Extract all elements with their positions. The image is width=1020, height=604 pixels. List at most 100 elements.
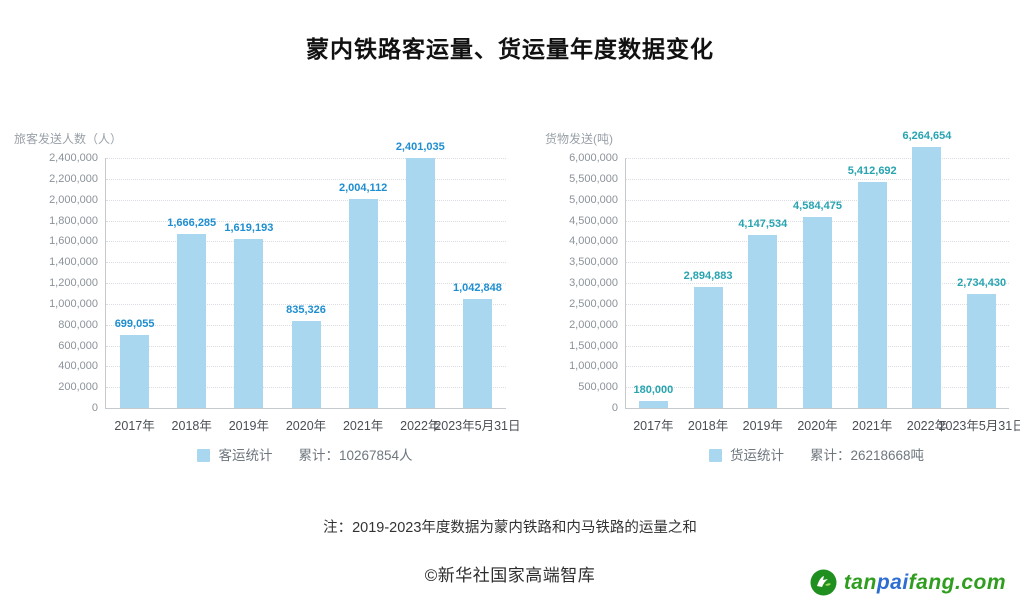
chart-legend: 客运统计 累计：10267854人 xyxy=(105,444,505,464)
y-axis-tick-label: 200,000 xyxy=(58,381,98,394)
bar-2020年 xyxy=(291,321,321,408)
y-axis-tick-label: 800,000 xyxy=(58,318,98,331)
bar-value-label: 699,055 xyxy=(114,318,155,331)
y-axis-unit-label: 货物发送(吨) xyxy=(545,132,613,146)
logo-text-tan: tan xyxy=(843,570,877,594)
gridline xyxy=(626,178,1009,180)
x-axis-category-label: 2023年5月31日 xyxy=(938,419,1020,433)
freight-chart: 货物发送(吨) 0 500,000 1,000,000 1,500,000 2,000,… xyxy=(545,128,1020,473)
bar-2018年 xyxy=(693,287,723,408)
y-axis-tick-label: 1,000,000 xyxy=(49,297,98,310)
y-axis-tick-label: 1,800,000 xyxy=(49,214,98,227)
x-axis-category-label: 2019年 xyxy=(742,419,783,433)
footnote: 注：2019-2023年度数据为蒙内铁路和内马铁路的运量之和 xyxy=(323,520,697,536)
gridline xyxy=(626,158,1009,159)
logo-text-fang: fang.com xyxy=(908,570,1006,594)
chart-legend: 货运统计 累计：26218668吨 xyxy=(625,444,1008,464)
tanpaifang-leaf-icon xyxy=(810,569,837,596)
x-axis-category-label: 2017年 xyxy=(633,419,674,433)
bar-2019年 xyxy=(748,235,778,408)
plot-area: 0 500,000 1,000,000 1,500,000 2,000,000 2,500… xyxy=(569,130,1020,433)
bar-value-label: 4,584,475 xyxy=(793,199,842,212)
y-axis-tick-label: 2,400,000 xyxy=(49,152,98,164)
y-axis-tick-label: 4,500,000 xyxy=(569,214,618,227)
passenger-chart: 旅客发送人数（人） 0 200,000 400,000 600,000 800,000 1… xyxy=(14,128,521,473)
gridline xyxy=(106,199,506,201)
y-axis-unit-label: 旅客发送人数（人） xyxy=(14,132,123,146)
copyright-text: ©新华社国家高端智库 xyxy=(424,566,596,585)
legend-series-label: 客运统计 xyxy=(218,448,273,463)
y-axis-tick-label: 4,000,000 xyxy=(569,235,618,248)
x-axis-category-label: 2021年 xyxy=(852,419,893,433)
bar-2023年5月31日 xyxy=(967,294,997,408)
bar-value-label: 6,264,654 xyxy=(902,129,952,142)
y-axis-tick-label: 2,000,000 xyxy=(49,193,98,206)
x-axis-category-label: 2021年 xyxy=(342,419,384,433)
x-axis-category-label: 2020年 xyxy=(797,419,838,433)
y-axis-tick-label: 600,000 xyxy=(58,339,98,352)
plot-area: 0 200,000 400,000 600,000 800,000 1,000,000 1,… xyxy=(49,141,520,433)
bar-value-label: 2,734,430 xyxy=(957,277,1007,290)
gridline xyxy=(106,283,506,284)
x-axis-category-label: 2019年 xyxy=(228,419,269,433)
gridline xyxy=(106,158,506,159)
x-axis-category-label: 2018年 xyxy=(171,419,212,433)
bar-2018年 xyxy=(177,234,207,408)
y-axis-tick-label: 2,200,000 xyxy=(49,172,98,185)
gridline xyxy=(106,220,506,222)
y-axis-tick-label: 1,200,000 xyxy=(49,277,98,289)
y-axis-tick-label: 2,500,000 xyxy=(569,297,618,310)
bar-value-label: 1,619,193 xyxy=(224,222,274,235)
gridline xyxy=(106,241,506,243)
bar-2021年 xyxy=(348,199,378,408)
legend-series-label: 货运统计 xyxy=(729,448,784,463)
bar-value-label: 180,000 xyxy=(633,383,674,396)
legend-marker-icon xyxy=(708,449,722,462)
y-axis-tick-label: 1,600,000 xyxy=(49,235,98,248)
bar-2022年 xyxy=(405,157,435,408)
tanpaifang-logo-text: tanpaifang.com xyxy=(844,571,1006,595)
bar-2020年 xyxy=(803,216,832,408)
bar-value-label: 2,894,883 xyxy=(683,270,733,283)
x-axis-category-label: 2022年 xyxy=(400,419,441,433)
bar-2017年 xyxy=(638,400,668,408)
y-axis-tick-label: 1,400,000 xyxy=(49,256,98,269)
gridline xyxy=(106,178,506,180)
gridline xyxy=(106,262,506,264)
y-axis-tick-label: 5,500,000 xyxy=(569,172,618,185)
bar-value-label: 2,004,112 xyxy=(338,182,388,195)
bar-2022年 xyxy=(912,146,942,408)
y-axis-tick-label: 6,000,000 xyxy=(569,152,618,164)
bar-2017年 xyxy=(120,335,150,408)
bar-2019年 xyxy=(234,239,264,408)
bar-value-label: 4,147,534 xyxy=(738,218,788,231)
x-axis-category-label: 2020年 xyxy=(285,419,327,433)
y-axis-tick-label: 1,000,000 xyxy=(569,360,618,373)
legend-cumulative-label: 累计：10267854人 xyxy=(298,448,413,463)
logo-text-pai: pai xyxy=(876,570,909,594)
x-axis-category-label: 2022年 xyxy=(906,419,948,433)
tanpaifang-logo[interactable]: tanpaifang.com xyxy=(810,569,1006,596)
legend-marker-icon xyxy=(197,449,211,462)
page-title: 蒙内铁路客运量、货运量年度数据变化 xyxy=(306,36,714,62)
bar-value-label: 2,401,035 xyxy=(395,140,445,153)
bar-value-label: 5,412,692 xyxy=(847,165,897,178)
x-axis-category-label: 2017年 xyxy=(114,419,155,433)
bar-2021年 xyxy=(857,182,887,408)
bar-value-label: 1,666,285 xyxy=(167,217,217,230)
bar-value-label: 1,042,848 xyxy=(452,282,502,295)
y-axis-tick-label: 2,000,000 xyxy=(569,318,618,331)
bar-value-label: 835,326 xyxy=(286,304,326,316)
y-axis-tick-label: 0 xyxy=(611,402,618,414)
bar-2023年5月31日 xyxy=(462,299,492,408)
x-axis-category-label: 2023年5月31日 xyxy=(434,419,521,433)
y-axis-tick-label: 500,000 xyxy=(578,381,618,394)
legend-cumulative-label: 累计：26218668吨 xyxy=(809,448,925,463)
y-axis-tick-label: 400,000 xyxy=(58,360,98,373)
y-axis-tick-label: 5,000,000 xyxy=(569,193,618,206)
y-axis-tick-label: 3,500,000 xyxy=(569,256,618,269)
x-axis-category-label: 2018年 xyxy=(687,419,729,433)
gridline xyxy=(626,199,1009,201)
y-axis-tick-label: 3,000,000 xyxy=(569,277,618,289)
